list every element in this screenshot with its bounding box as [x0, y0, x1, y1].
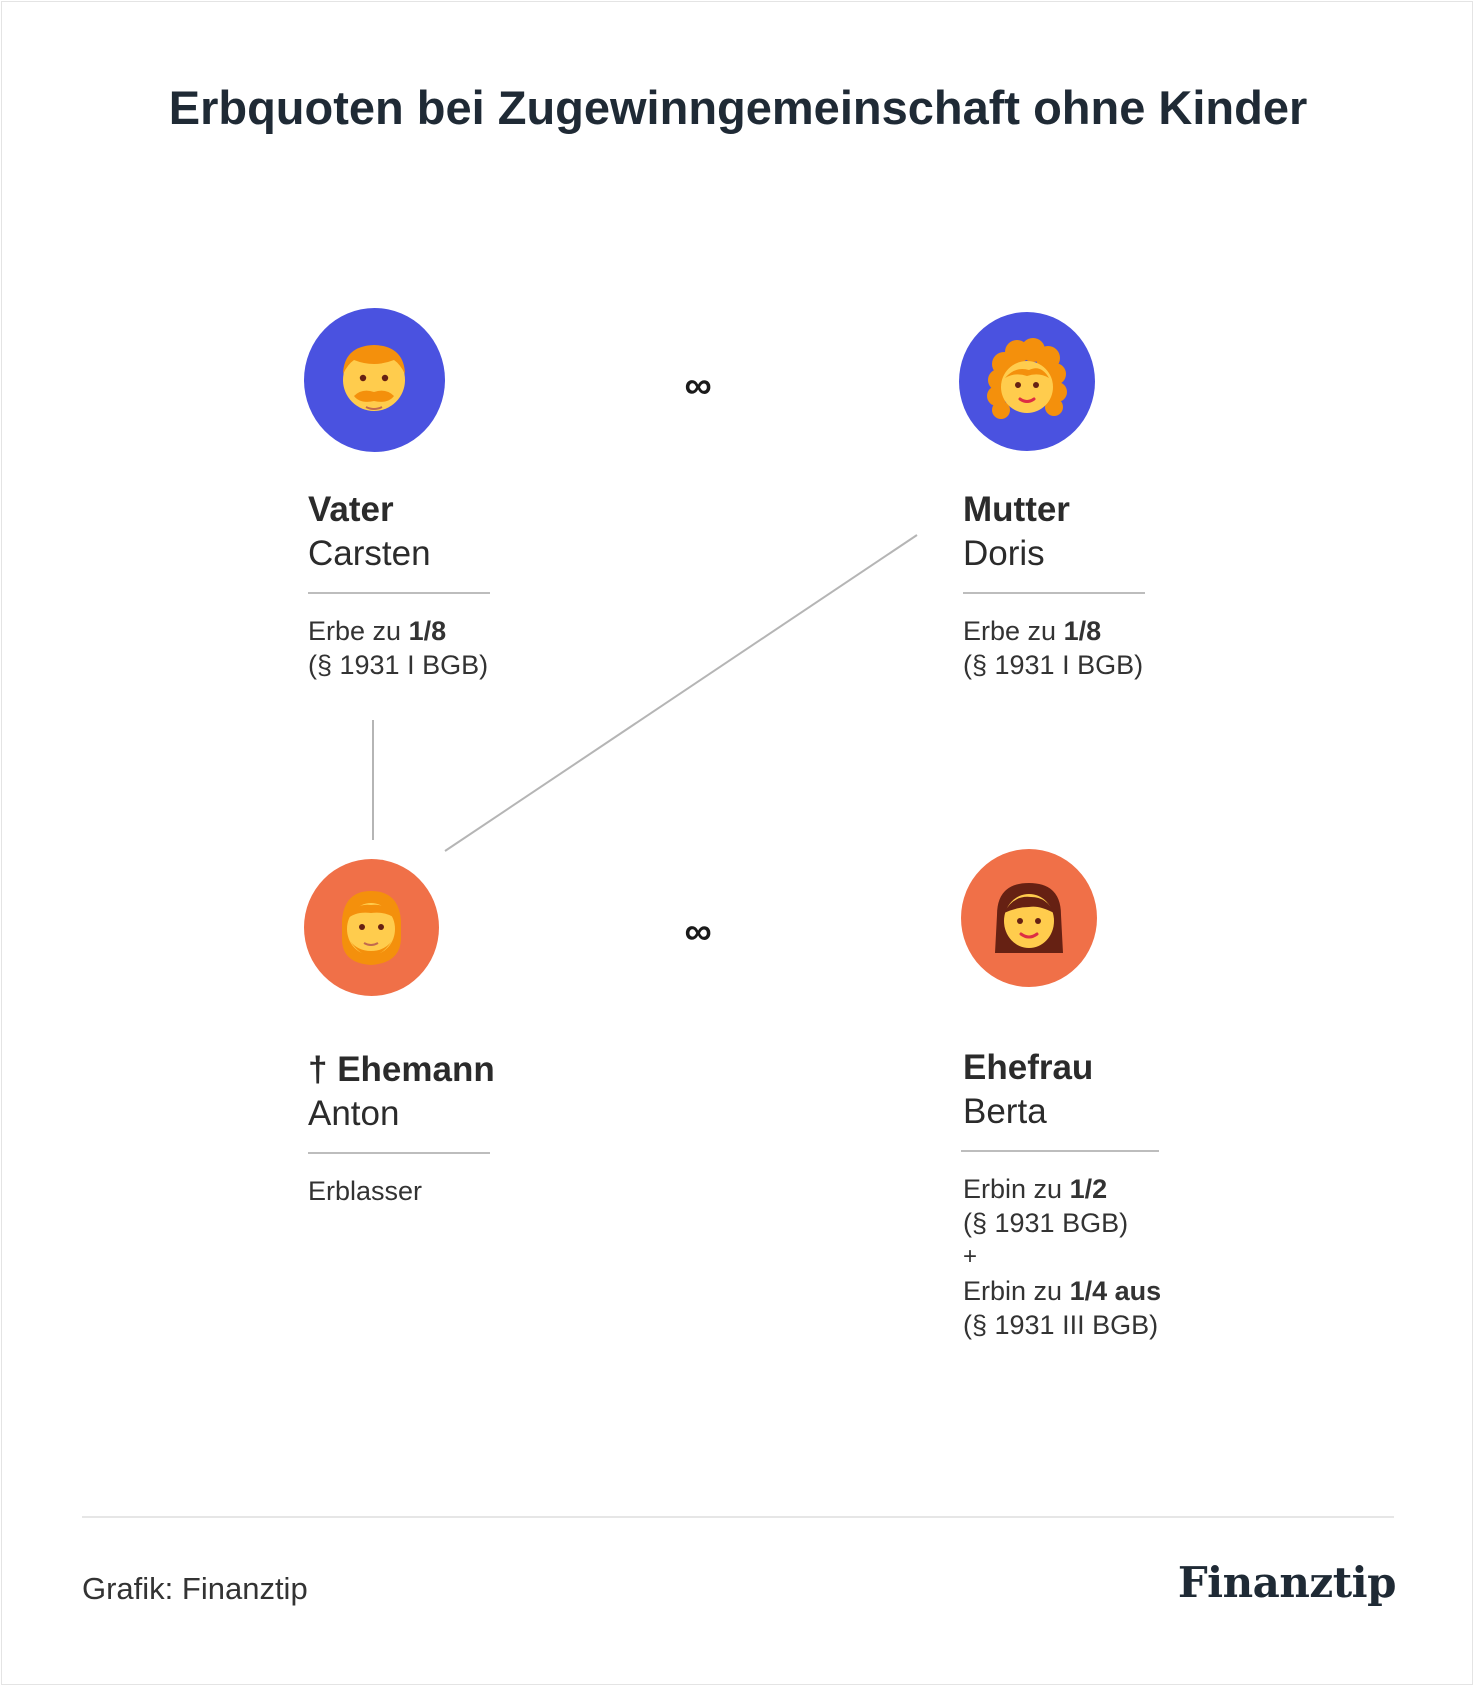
- mother-avatar: [959, 312, 1095, 451]
- legal-reference: (§ 1931 I BGB): [963, 650, 1144, 680]
- marriage-symbol-parents: ∞: [684, 365, 712, 407]
- page-title: Erbquoten bei Zugewinngemeinschaft ohne …: [168, 81, 1308, 134]
- legal-reference-additional: (§ 1931 III BGB): [963, 1310, 1159, 1340]
- person-mother: Mutter Doris Erbe zu 1/8 (§ 1931 I BGB): [963, 488, 1145, 682]
- footer-credit: Grafik: Finanztip: [82, 1571, 308, 1606]
- marriage-symbol-spouses: ∞: [684, 911, 712, 953]
- inheritance-share-additional: Erbin zu 1/4 aus: [963, 1276, 1162, 1306]
- person-role: Ehefrau: [963, 1048, 1094, 1087]
- mother-to-husband-line: [444, 534, 918, 852]
- person-name: Anton: [308, 1094, 400, 1133]
- person-role: Vater: [308, 490, 394, 529]
- husband-avatar: [304, 859, 439, 996]
- divider: [308, 1152, 490, 1154]
- wife-avatar: [961, 849, 1097, 987]
- footer-divider: [82, 1516, 1394, 1518]
- plus-sign: +: [963, 1243, 978, 1270]
- person-role: Mutter: [963, 490, 1070, 529]
- legal-reference: (§ 1931 BGB): [963, 1208, 1129, 1238]
- bearded-man-icon: [343, 345, 405, 411]
- person-name: Berta: [963, 1092, 1047, 1131]
- person-role: † Ehemann: [308, 1050, 495, 1089]
- bearded-man-icon: [342, 891, 401, 965]
- person-status: Erblasser: [308, 1176, 423, 1206]
- person-name: Carsten: [308, 534, 431, 573]
- inheritance-share: Erbe zu 1/8: [963, 616, 1102, 646]
- person-father: Vater Carsten Erbe zu 1/8 (§ 1931 I BGB): [308, 488, 490, 682]
- woman-icon: [995, 883, 1063, 953]
- divider: [961, 1150, 1159, 1152]
- legal-reference: (§ 1931 I BGB): [308, 650, 489, 680]
- inheritance-share: Erbin zu 1/2: [963, 1174, 1108, 1204]
- person-name: Doris: [963, 534, 1045, 573]
- person-husband: † Ehemann Anton Erblasser: [308, 1048, 495, 1208]
- curly-haired-woman-icon: [987, 338, 1067, 419]
- divider: [963, 592, 1145, 594]
- finanztip-logo: Finanztip: [1177, 1558, 1397, 1607]
- inheritance-share: Erbe zu 1/8: [308, 616, 447, 646]
- person-wife: Ehefrau Berta Erbin zu 1/2 (§ 1931 BGB) …: [961, 1046, 1162, 1342]
- divider: [308, 592, 490, 594]
- father-avatar: [304, 308, 445, 452]
